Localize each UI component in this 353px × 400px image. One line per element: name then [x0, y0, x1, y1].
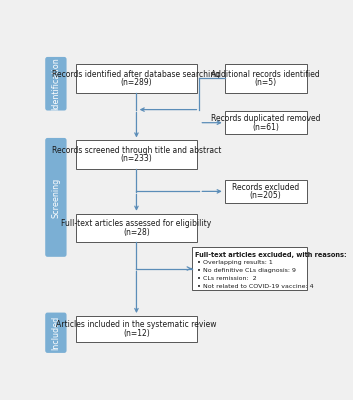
FancyBboxPatch shape — [45, 57, 67, 110]
Text: (n=233): (n=233) — [121, 154, 152, 163]
Text: Additional records identified: Additional records identified — [211, 70, 320, 79]
Text: Articles included in the systematic review: Articles included in the systematic revi… — [56, 320, 217, 329]
Text: •: • — [197, 284, 201, 290]
Text: Full-text articles assessed for eligibility: Full-text articles assessed for eligibil… — [61, 219, 211, 228]
Text: (n=61): (n=61) — [252, 122, 279, 132]
Bar — [225, 111, 307, 134]
Bar — [225, 180, 307, 203]
Bar — [76, 316, 197, 342]
Text: Records excluded: Records excluded — [232, 182, 299, 192]
Bar — [76, 214, 197, 242]
Text: •: • — [197, 276, 201, 282]
Bar — [192, 247, 307, 290]
Text: (n=289): (n=289) — [121, 78, 152, 87]
Text: No definitive CLs diagnosis: 9: No definitive CLs diagnosis: 9 — [203, 268, 296, 273]
Text: Included: Included — [52, 316, 60, 350]
FancyBboxPatch shape — [45, 138, 67, 257]
Text: (n=205): (n=205) — [250, 191, 282, 200]
FancyBboxPatch shape — [45, 312, 67, 353]
Text: Full-text articles excluded, with reasons:: Full-text articles excluded, with reason… — [195, 252, 346, 258]
Text: Records duplicated removed: Records duplicated removed — [211, 114, 321, 123]
Text: •: • — [197, 260, 201, 266]
Text: Records screened through title and abstract: Records screened through title and abstr… — [52, 146, 221, 155]
Text: Not related to COVID-19 vaccine: 4: Not related to COVID-19 vaccine: 4 — [203, 284, 313, 289]
Bar — [225, 64, 307, 93]
Text: Identification: Identification — [52, 57, 60, 110]
Text: Screening: Screening — [52, 177, 60, 218]
Text: Overlapping results: 1: Overlapping results: 1 — [203, 260, 273, 265]
Text: Records identified after database searching: Records identified after database search… — [53, 70, 221, 79]
Bar — [76, 64, 197, 93]
Text: CLs remission:  2: CLs remission: 2 — [203, 276, 256, 281]
Text: (n=12): (n=12) — [123, 329, 150, 338]
Text: •: • — [197, 268, 201, 274]
Text: (n=5): (n=5) — [255, 78, 277, 87]
Bar — [76, 140, 197, 169]
Text: (n=28): (n=28) — [123, 228, 150, 237]
